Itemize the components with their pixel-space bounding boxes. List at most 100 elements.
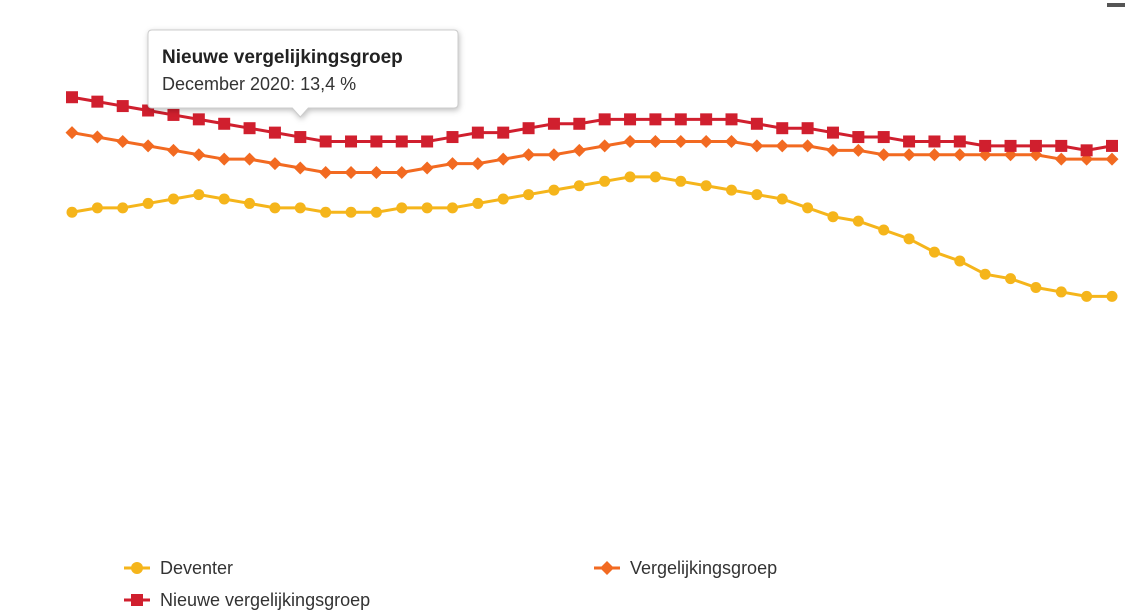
point [927,148,941,162]
point [471,157,485,171]
point [522,122,535,135]
tooltip-title: Nieuwe vergelijkingsgroep [162,47,403,68]
point [953,135,966,148]
point [599,175,611,187]
point [877,131,890,144]
point [1054,152,1068,166]
point [421,202,433,214]
point [726,184,738,196]
point [674,113,687,126]
point [826,126,839,139]
tooltip-text: December 2020: 13,4 % [162,74,356,94]
point [826,143,840,157]
point [116,134,130,148]
point [243,152,257,166]
point [167,193,179,205]
point [700,113,713,126]
point [1105,152,1119,166]
series [65,126,1119,179]
point [751,189,763,201]
point [497,126,510,139]
point [142,197,154,209]
point [345,135,358,148]
point [928,246,940,258]
point [775,139,789,153]
point [1030,282,1042,293]
point [547,148,561,162]
point [750,139,764,153]
point [166,143,180,157]
point [547,117,560,130]
point [446,202,458,214]
point [624,171,636,183]
point [319,135,332,148]
point [141,139,155,153]
point [117,202,129,214]
point [827,211,839,223]
point [902,148,916,162]
point [369,165,383,179]
point [217,152,231,166]
point [801,139,815,153]
point [725,113,738,126]
point [903,233,915,245]
point [1055,286,1067,298]
point [802,202,814,214]
point [573,180,585,192]
point [445,157,459,171]
plot [65,91,1119,302]
point [573,117,586,130]
point [472,197,484,209]
point [370,135,383,148]
point [294,131,307,144]
point [776,122,789,135]
point [675,175,687,187]
point [624,113,637,126]
point [269,202,281,214]
point [370,206,382,218]
point [1080,144,1093,157]
legend: Deventer Vergelijkingsgroep Nieuwe vergeli… [124,558,777,610]
point [116,100,129,113]
legend-label: Nieuwe vergelijkingsgroep [160,590,370,610]
point [649,113,662,126]
point [548,184,560,196]
point [954,255,966,267]
point [268,157,282,171]
point [396,202,408,214]
series [66,171,1118,302]
point [244,197,256,209]
point [649,171,661,183]
point [471,126,484,139]
point [852,215,864,227]
point [674,134,688,148]
point [776,193,788,205]
point [648,134,662,148]
point [877,148,891,162]
point [700,180,712,192]
point [851,143,865,157]
point [699,134,713,148]
point [801,122,814,135]
point [91,95,104,108]
point [66,91,78,104]
point [293,161,307,175]
line [71,175,1112,298]
legend-label: Vergelijkingsgroep [630,558,777,578]
point [1029,139,1042,152]
point [903,135,916,148]
point [1081,290,1093,302]
point [496,152,510,166]
menu-icon[interactable] [1107,3,1125,7]
point [344,165,358,179]
point [395,165,409,179]
point [167,108,180,121]
point [192,113,205,126]
point [65,126,79,140]
tooltip: Nieuwe vergelijkingsgroep December 2020: … [147,29,459,118]
point [192,148,206,162]
point [1055,139,1068,152]
point [1005,273,1017,285]
point [345,206,357,218]
point [522,148,536,162]
